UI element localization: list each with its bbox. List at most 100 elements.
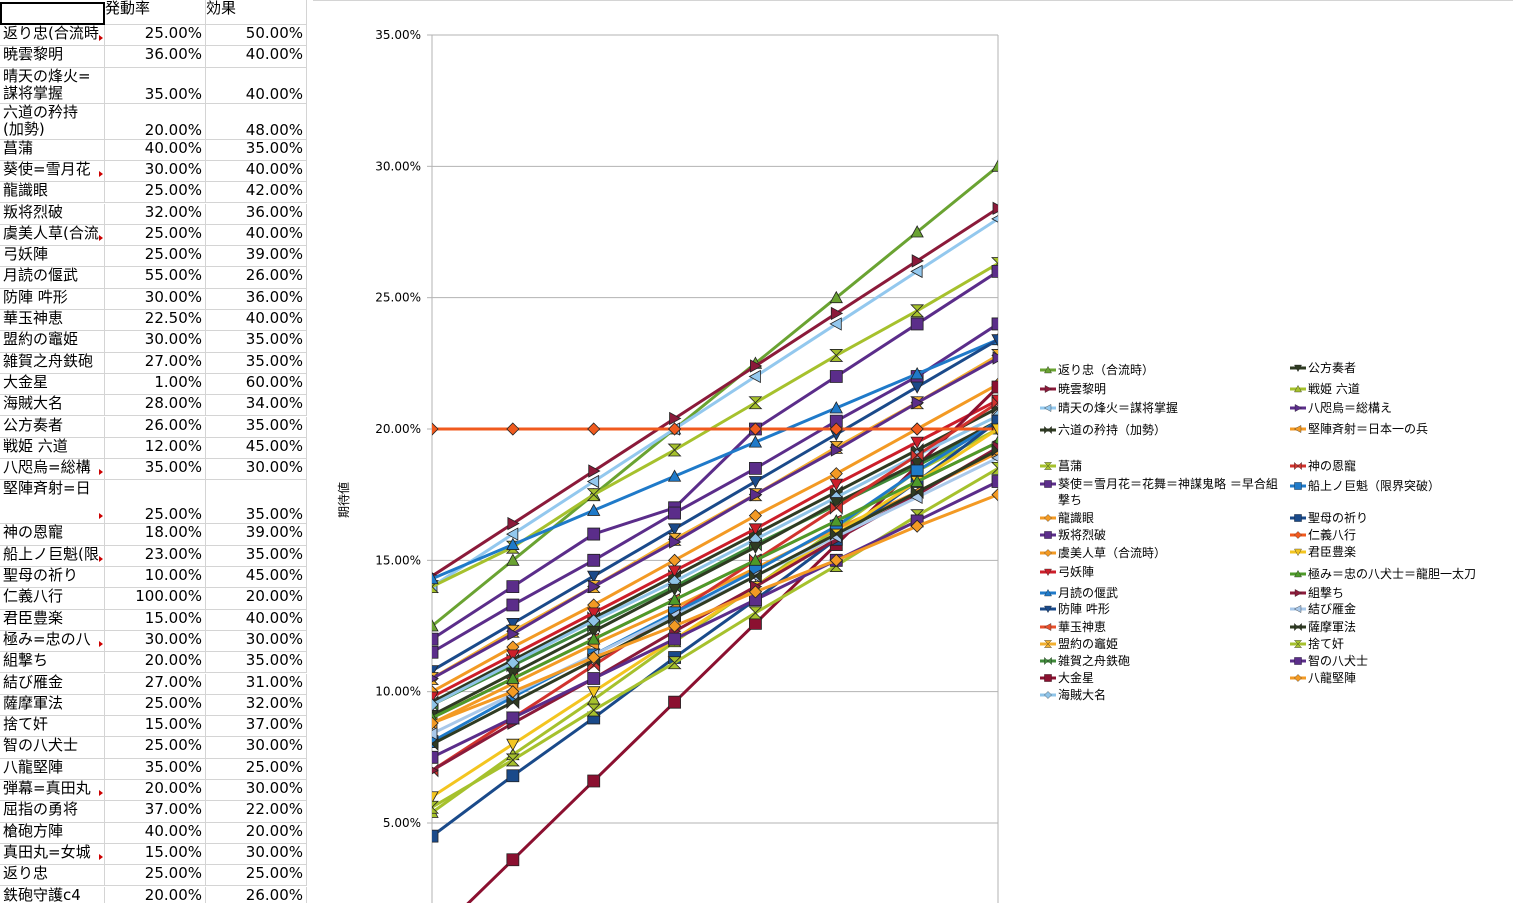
row-effect-cell[interactable]: 45.00% xyxy=(206,567,307,589)
row-rate-cell[interactable]: 36.00% xyxy=(105,46,206,68)
row-name-cell[interactable]: 返り忠(合流時 xyxy=(0,25,105,47)
row-effect-cell[interactable]: 40.00% xyxy=(206,67,307,104)
row-effect-cell[interactable]: 50.00% xyxy=(206,25,307,47)
row-name-cell[interactable]: 神の恩寵 xyxy=(0,524,105,546)
row-rate-cell[interactable]: 20.00% xyxy=(105,652,206,674)
row-rate-cell[interactable]: 30.00% xyxy=(105,160,206,183)
row-effect-cell[interactable]: 32.00% xyxy=(206,694,307,717)
row-rate-cell[interactable]: 23.00% xyxy=(105,545,206,567)
row-effect-cell[interactable]: 20.00% xyxy=(206,822,307,844)
row-rate-cell[interactable]: 30.00% xyxy=(105,331,206,353)
row-rate-cell[interactable]: 37.00% xyxy=(105,801,206,823)
row-name-cell[interactable]: 戦姫 六道 xyxy=(0,437,105,460)
row-effect-cell[interactable]: 35.00% xyxy=(206,139,307,161)
row-effect-cell[interactable]: 35.00% xyxy=(206,545,307,567)
row-name-cell[interactable]: 屈指の勇将 xyxy=(0,801,105,823)
row-effect-cell[interactable]: 60.00% xyxy=(206,373,307,396)
header-cell-effect[interactable]: 効果 xyxy=(206,0,307,25)
row-rate-cell[interactable]: 30.00% xyxy=(105,288,206,310)
row-rate-cell[interactable]: 25.00% xyxy=(105,480,206,525)
row-name-cell[interactable]: 八咫烏=総構 xyxy=(0,459,105,481)
row-name-cell[interactable]: 虞美人草(合流 xyxy=(0,224,105,247)
row-name-cell[interactable]: 大金星 xyxy=(0,373,105,396)
row-name-cell[interactable]: 智の八犬士 xyxy=(0,737,105,759)
row-rate-cell[interactable]: 20.00% xyxy=(105,780,206,802)
row-rate-cell[interactable]: 25.00% xyxy=(105,737,206,759)
row-rate-cell[interactable]: 15.00% xyxy=(105,843,206,866)
row-name-cell[interactable]: 堅陣斉射=日 xyxy=(0,480,105,525)
row-name-cell[interactable]: 仁義八行 xyxy=(0,588,105,610)
row-rate-cell[interactable]: 12.00% xyxy=(105,437,206,460)
row-effect-cell[interactable]: 40.00% xyxy=(206,160,307,183)
row-rate-cell[interactable]: 27.00% xyxy=(105,352,206,374)
row-rate-cell[interactable]: 35.00% xyxy=(105,459,206,481)
row-name-cell[interactable]: 八龍堅陣 xyxy=(0,758,105,780)
row-effect-cell[interactable]: 25.00% xyxy=(206,865,307,887)
row-rate-cell[interactable]: 15.00% xyxy=(105,609,206,631)
row-name-cell[interactable]: 弓妖陣 xyxy=(0,246,105,268)
row-name-cell[interactable]: 極み=忠の八 xyxy=(0,630,105,653)
row-effect-cell[interactable]: 42.00% xyxy=(206,182,307,204)
row-effect-cell[interactable]: 25.00% xyxy=(206,758,307,780)
row-effect-cell[interactable]: 40.00% xyxy=(206,46,307,68)
row-name-cell[interactable]: 槍砲方陣 xyxy=(0,822,105,844)
row-effect-cell[interactable]: 34.00% xyxy=(206,395,307,417)
row-rate-cell[interactable]: 1.00% xyxy=(105,373,206,396)
row-rate-cell[interactable]: 25.00% xyxy=(105,246,206,268)
row-rate-cell[interactable]: 25.00% xyxy=(105,25,206,47)
header-cell-name[interactable] xyxy=(0,2,105,25)
row-name-cell[interactable]: 六道の矜持 (加勢) xyxy=(0,103,105,140)
row-name-cell[interactable]: 暁雲黎明 xyxy=(0,46,105,68)
row-rate-cell[interactable]: 28.00% xyxy=(105,395,206,417)
row-name-cell[interactable]: 菖蒲 xyxy=(0,139,105,161)
row-effect-cell[interactable]: 37.00% xyxy=(206,716,307,738)
row-effect-cell[interactable]: 30.00% xyxy=(206,459,307,481)
row-rate-cell[interactable]: 22.50% xyxy=(105,310,206,332)
row-name-cell[interactable]: 真田丸=女城 xyxy=(0,843,105,866)
row-rate-cell[interactable]: 20.00% xyxy=(105,886,206,903)
row-rate-cell[interactable]: 15.00% xyxy=(105,716,206,738)
row-name-cell[interactable]: 公方奏者 xyxy=(0,416,105,438)
row-rate-cell[interactable]: 100.00% xyxy=(105,588,206,610)
row-rate-cell[interactable]: 10.00% xyxy=(105,567,206,589)
row-effect-cell[interactable]: 35.00% xyxy=(206,480,307,525)
row-rate-cell[interactable]: 35.00% xyxy=(105,67,206,104)
row-rate-cell[interactable]: 26.00% xyxy=(105,416,206,438)
row-name-cell[interactable]: 雑賀之舟鉄砲 xyxy=(0,352,105,374)
header-cell-rate[interactable]: 発動率 xyxy=(105,0,206,25)
row-effect-cell[interactable]: 36.00% xyxy=(206,203,307,225)
row-rate-cell[interactable]: 35.00% xyxy=(105,758,206,780)
row-name-cell[interactable]: 結び雁金 xyxy=(0,673,105,695)
row-effect-cell[interactable]: 31.00% xyxy=(206,673,307,695)
row-effect-cell[interactable]: 35.00% xyxy=(206,331,307,353)
row-rate-cell[interactable]: 27.00% xyxy=(105,673,206,695)
row-effect-cell[interactable]: 26.00% xyxy=(206,267,307,289)
row-effect-cell[interactable]: 36.00% xyxy=(206,288,307,310)
row-rate-cell[interactable]: 40.00% xyxy=(105,139,206,161)
row-effect-cell[interactable]: 35.00% xyxy=(206,352,307,374)
row-rate-cell[interactable]: 25.00% xyxy=(105,224,206,247)
row-rate-cell[interactable]: 32.00% xyxy=(105,203,206,225)
row-rate-cell[interactable]: 30.00% xyxy=(105,630,206,653)
row-effect-cell[interactable]: 39.00% xyxy=(206,246,307,268)
row-rate-cell[interactable]: 25.00% xyxy=(105,694,206,717)
row-effect-cell[interactable]: 26.00% xyxy=(206,886,307,903)
row-name-cell[interactable]: 海賊大名 xyxy=(0,395,105,417)
row-name-cell[interactable]: 君臣豊楽 xyxy=(0,609,105,631)
row-name-cell[interactable]: 盟約の竈姫 xyxy=(0,331,105,353)
row-effect-cell[interactable]: 40.00% xyxy=(206,609,307,631)
row-effect-cell[interactable]: 39.00% xyxy=(206,524,307,546)
row-rate-cell[interactable]: 25.00% xyxy=(105,865,206,887)
row-rate-cell[interactable]: 40.00% xyxy=(105,822,206,844)
row-name-cell[interactable]: 叛将烈破 xyxy=(0,203,105,225)
row-effect-cell[interactable]: 30.00% xyxy=(206,737,307,759)
row-effect-cell[interactable]: 48.00% xyxy=(206,103,307,140)
row-effect-cell[interactable]: 35.00% xyxy=(206,416,307,438)
row-effect-cell[interactable]: 35.00% xyxy=(206,652,307,674)
row-name-cell[interactable]: 返り忠 xyxy=(0,865,105,887)
row-rate-cell[interactable]: 25.00% xyxy=(105,182,206,204)
row-name-cell[interactable]: 組撃ち xyxy=(0,652,105,674)
row-name-cell[interactable]: 船上ノ巨魁(限 xyxy=(0,545,105,567)
row-effect-cell[interactable]: 20.00% xyxy=(206,588,307,610)
row-name-cell[interactable]: 晴天の烽火= 謀将掌握 xyxy=(0,67,105,104)
